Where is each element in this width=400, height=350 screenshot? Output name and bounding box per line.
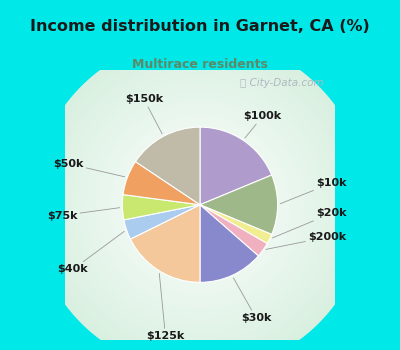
Circle shape	[95, 99, 305, 310]
Circle shape	[179, 184, 221, 225]
Circle shape	[185, 190, 215, 220]
Wedge shape	[130, 205, 200, 282]
Circle shape	[182, 187, 218, 223]
Wedge shape	[200, 127, 272, 205]
Text: Income distribution in Garnet, CA (%): Income distribution in Garnet, CA (%)	[30, 19, 370, 34]
Circle shape	[106, 111, 294, 299]
Circle shape	[126, 131, 274, 279]
Wedge shape	[200, 205, 272, 244]
Circle shape	[120, 125, 280, 285]
Circle shape	[143, 147, 257, 262]
Wedge shape	[123, 162, 200, 205]
Text: $30k: $30k	[234, 278, 271, 323]
Wedge shape	[124, 205, 200, 239]
Circle shape	[58, 63, 342, 346]
Circle shape	[157, 161, 243, 248]
Circle shape	[44, 49, 356, 350]
Circle shape	[47, 52, 353, 350]
Text: $75k: $75k	[47, 208, 120, 220]
Circle shape	[176, 181, 224, 228]
Circle shape	[165, 170, 235, 240]
Circle shape	[193, 198, 207, 211]
Circle shape	[151, 156, 249, 254]
Circle shape	[75, 80, 325, 330]
Circle shape	[103, 108, 297, 301]
Circle shape	[33, 38, 367, 350]
Circle shape	[140, 145, 260, 265]
Circle shape	[199, 204, 201, 206]
Circle shape	[114, 119, 286, 290]
Circle shape	[109, 114, 291, 296]
Text: $20k: $20k	[272, 208, 347, 238]
Circle shape	[131, 136, 269, 273]
Circle shape	[171, 176, 229, 234]
Circle shape	[41, 46, 359, 350]
Circle shape	[89, 94, 311, 316]
Circle shape	[123, 128, 277, 282]
Circle shape	[196, 201, 204, 209]
Wedge shape	[200, 205, 267, 256]
Text: ⓘ City-Data.com: ⓘ City-Data.com	[240, 78, 324, 88]
Circle shape	[61, 66, 339, 344]
Circle shape	[134, 139, 266, 271]
Circle shape	[38, 43, 362, 350]
Text: $150k: $150k	[125, 94, 163, 134]
Circle shape	[84, 88, 316, 321]
Text: $40k: $40k	[58, 231, 124, 274]
Circle shape	[188, 193, 212, 217]
Circle shape	[174, 178, 226, 231]
Circle shape	[50, 55, 350, 350]
Wedge shape	[136, 127, 200, 205]
Circle shape	[92, 97, 308, 313]
Circle shape	[78, 83, 322, 327]
Text: $125k: $125k	[146, 273, 185, 341]
Circle shape	[36, 41, 364, 350]
Wedge shape	[122, 195, 200, 220]
Circle shape	[190, 195, 210, 214]
Text: $200k: $200k	[266, 232, 346, 250]
Text: $50k: $50k	[53, 159, 125, 177]
Circle shape	[160, 164, 240, 245]
Circle shape	[112, 117, 288, 293]
Circle shape	[72, 77, 328, 332]
Circle shape	[148, 153, 252, 257]
Text: $100k: $100k	[244, 111, 282, 138]
Text: Multirace residents: Multirace residents	[132, 58, 268, 71]
Circle shape	[128, 133, 272, 276]
Circle shape	[117, 122, 283, 287]
Circle shape	[64, 69, 336, 341]
Circle shape	[162, 167, 238, 243]
Circle shape	[53, 57, 347, 350]
Circle shape	[154, 159, 246, 251]
Wedge shape	[200, 175, 278, 234]
Circle shape	[137, 142, 263, 268]
Circle shape	[81, 85, 319, 324]
Circle shape	[100, 105, 300, 304]
Circle shape	[67, 71, 333, 338]
Circle shape	[98, 103, 302, 307]
Circle shape	[86, 91, 314, 318]
Circle shape	[168, 173, 232, 237]
Wedge shape	[200, 205, 258, 282]
Circle shape	[56, 60, 344, 349]
Circle shape	[70, 74, 330, 335]
Circle shape	[146, 150, 254, 259]
Text: $10k: $10k	[280, 178, 347, 204]
